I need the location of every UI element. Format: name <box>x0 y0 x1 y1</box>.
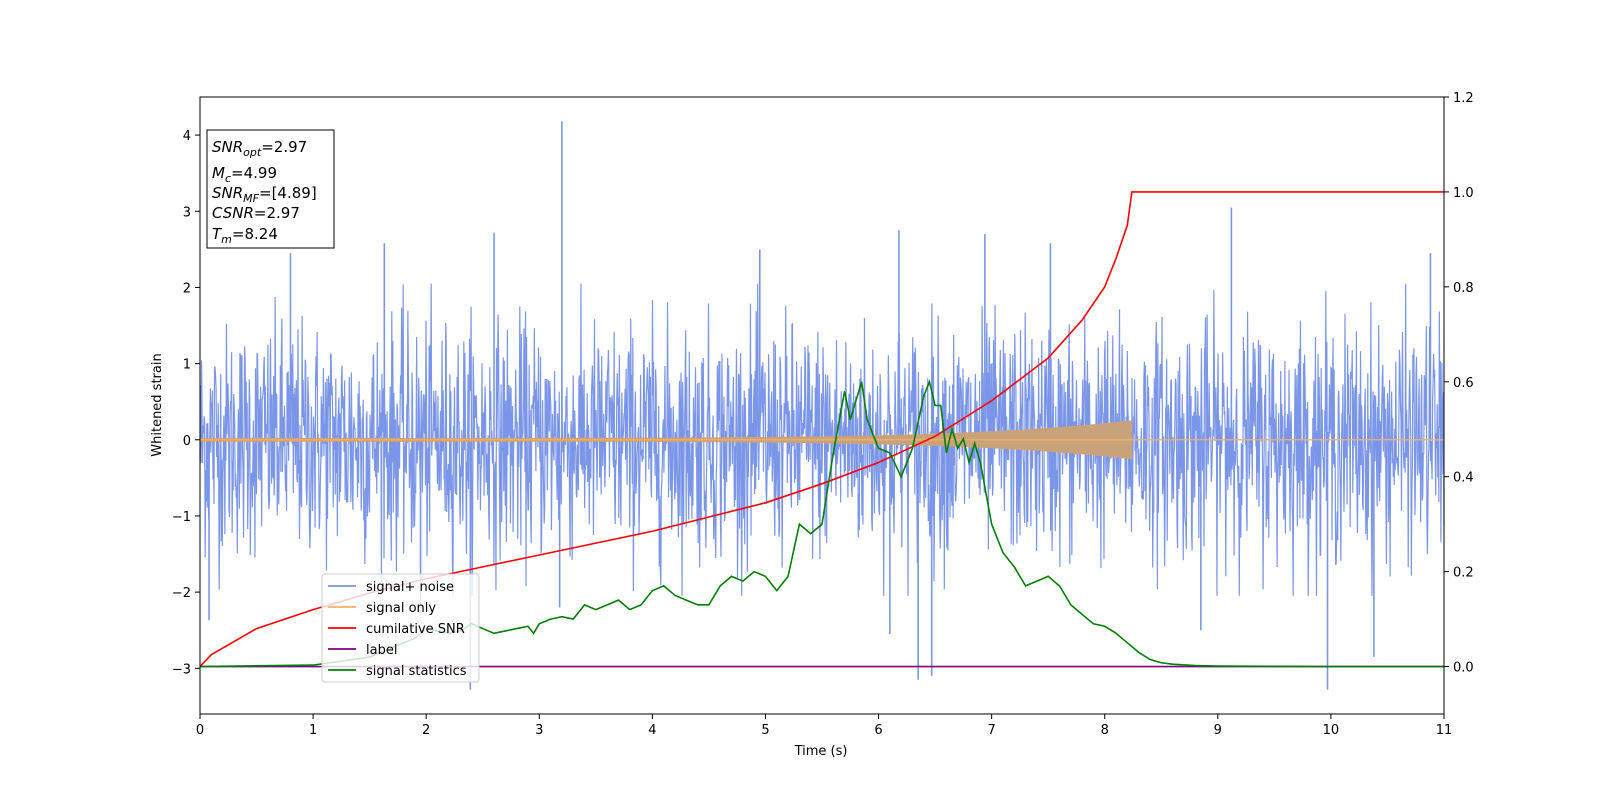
y-right-tick-label: 0.2 <box>1453 566 1474 581</box>
svg-text:label: label <box>366 643 397 658</box>
y-tick-label: 2 <box>183 281 191 296</box>
legend-item-signal-noise: signal+ noise <box>328 580 454 595</box>
x-tick-label: 5 <box>761 723 769 738</box>
y-right-tick-label: 1.0 <box>1453 186 1474 201</box>
legend-item-signal-statistics: signal statistics <box>328 664 467 679</box>
x-axis-label: Time (s) <box>794 744 848 759</box>
x-tick-label: 7 <box>987 723 995 738</box>
annotation-snr-opt: SNRopt=2.97 <box>212 138 307 159</box>
series-signal-noise-line <box>199 283 1445 596</box>
y-right-tick-label: 0.4 <box>1453 471 1474 486</box>
y-axis-left: −3 −2 −1 0 1 2 3 4 <box>172 129 200 677</box>
y-tick-label: −3 <box>172 662 191 677</box>
x-tick-label: 10 <box>1323 723 1340 738</box>
y-tick-label: 3 <box>183 205 191 220</box>
x-axis: 0 1 2 3 4 5 6 7 8 9 10 11 <box>196 714 1452 738</box>
legend-item-label: label <box>328 643 397 658</box>
y-axis-right: 0.0 0.2 0.4 0.6 0.8 1.0 1.2 <box>1444 91 1474 676</box>
annotation-snr-mf: SNRMF=[4.89] <box>212 184 317 205</box>
y-tick-label: 1 <box>183 358 191 373</box>
y-tick-label: −1 <box>172 510 191 525</box>
x-tick-label: 6 <box>874 723 882 738</box>
y-axis-label: Whitened strain <box>150 353 165 456</box>
annotation-mc: Mc=4.99 <box>212 164 277 185</box>
series-signal-statistics-line <box>199 379 1444 668</box>
x-tick-label: 3 <box>535 723 543 738</box>
annotation-tm: Tm=8.24 <box>212 225 278 246</box>
svg-text:signal+ noise: signal+ noise <box>366 580 454 595</box>
axes-frame <box>199 96 1445 715</box>
legend-item-signal-only: signal only <box>328 601 436 616</box>
svg-text:cumilative SNR: cumilative SNR <box>366 622 465 637</box>
plot-area <box>199 121 1445 690</box>
x-tick-label: 4 <box>648 723 656 738</box>
y-tick-label: 4 <box>183 129 191 144</box>
annotation-csnr: CSNR=2.97 <box>212 204 300 222</box>
x-tick-label: 11 <box>1436 723 1453 738</box>
y-right-tick-label: 0.0 <box>1453 661 1474 676</box>
y-right-tick-label: 0.6 <box>1453 376 1474 391</box>
svg-text:signal only: signal only <box>366 601 436 616</box>
snr-annotation-box: SNRopt=2.97 Mc=4.99 SNRMF=[4.89] CSNR=2.… <box>206 129 335 249</box>
x-tick-label: 0 <box>196 723 204 738</box>
y-right-tick-label: 1.2 <box>1453 91 1474 106</box>
y-tick-label: 0 <box>183 434 191 449</box>
legend: signal+ noise signal only cumilative SNR… <box>321 573 480 683</box>
svg-text:signal statistics: signal statistics <box>366 664 467 679</box>
y-right-tick-label: 0.8 <box>1453 281 1474 296</box>
x-tick-label: 1 <box>309 723 317 738</box>
y-tick-label: −2 <box>172 586 191 601</box>
legend-item-cumulative-snr: cumilative SNR <box>328 622 465 637</box>
x-tick-label: 9 <box>1214 723 1222 738</box>
x-tick-label: 8 <box>1101 723 1109 738</box>
x-tick-label: 2 <box>422 723 430 738</box>
